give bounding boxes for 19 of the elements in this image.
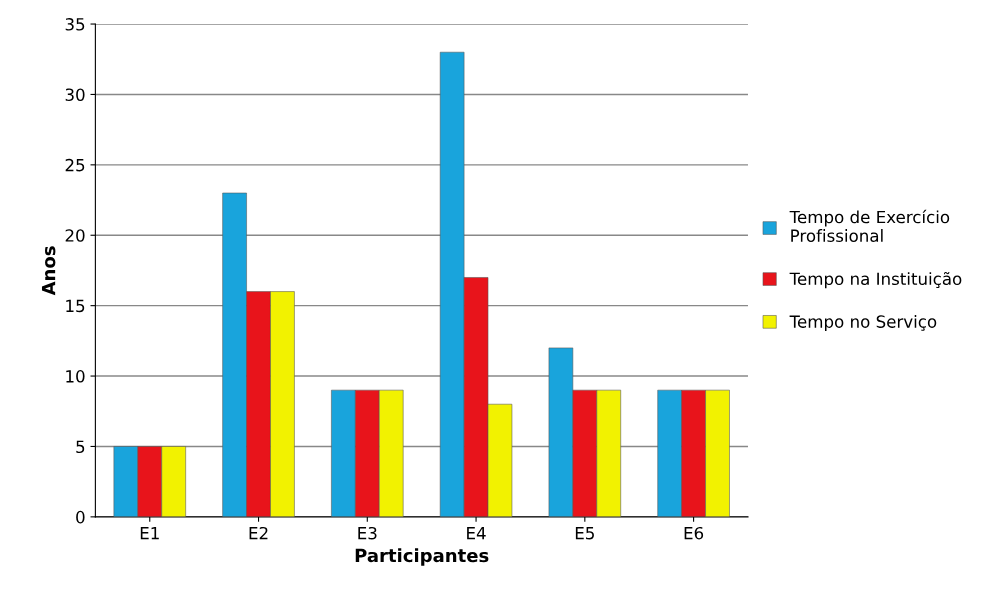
x-tick-label: E4 [467, 527, 486, 540]
y-tick-label: 20 [65, 229, 85, 242]
y-tick-label: 35 [65, 18, 85, 31]
x-tick-label: E6 [684, 526, 704, 540]
x-tick-label: E1 [140, 527, 159, 540]
y-tick-label: 10 [66, 370, 85, 383]
legend-label: Tempo no Serviço [789, 314, 937, 332]
legend-label: Tempo de Exercício Profissional [789, 209, 950, 243]
y-axis-title: Anos [41, 246, 56, 296]
y-tick-label: 25 [65, 158, 85, 172]
y-tick-label: 30 [65, 88, 85, 102]
y-tick-label: 15 [66, 299, 85, 313]
legend-label: Tempo na Instituição [789, 271, 962, 289]
x-axis-title: Participantes [355, 548, 489, 566]
x-tick-label: E2 [249, 526, 268, 540]
y-tick-label: 5 [76, 440, 85, 454]
y-tick-label: 0 [76, 510, 85, 524]
x-tick-label: E5 [575, 527, 594, 540]
x-tick-label: E3 [358, 526, 377, 540]
